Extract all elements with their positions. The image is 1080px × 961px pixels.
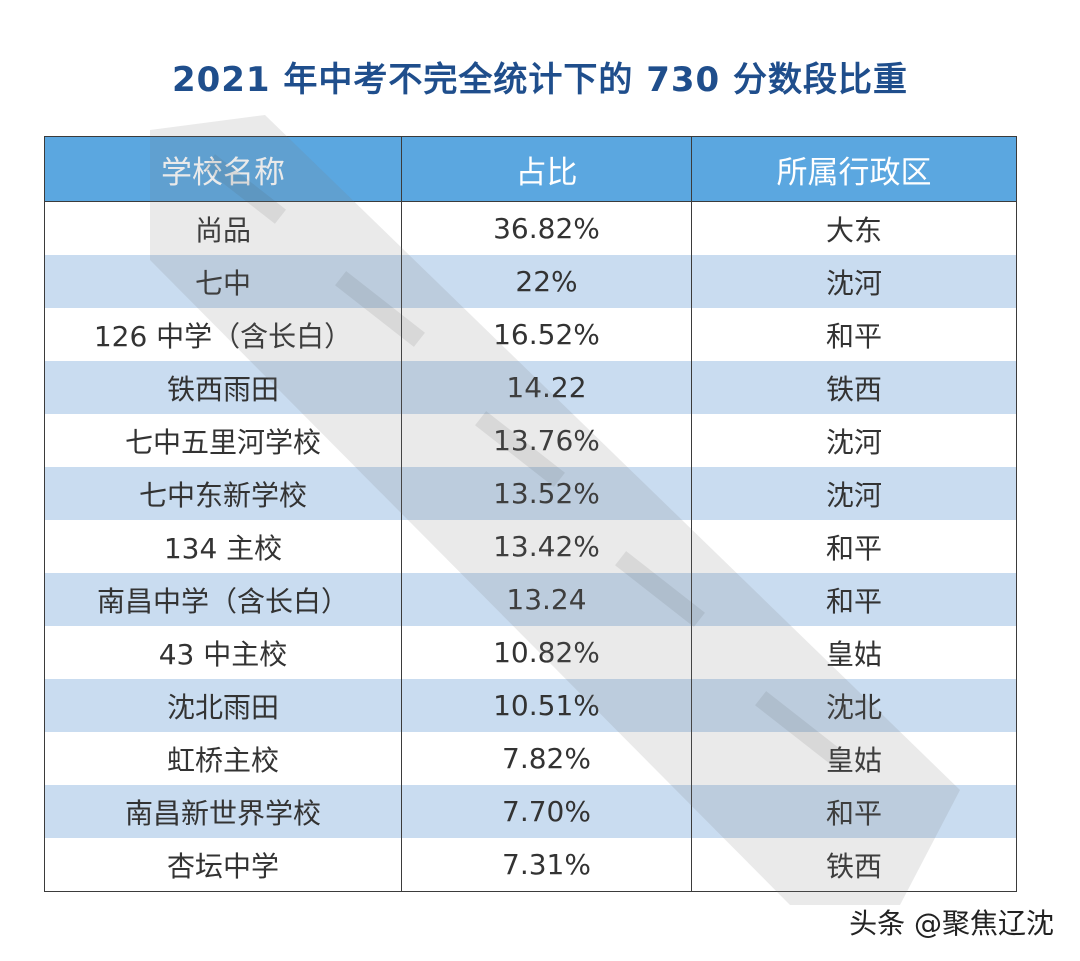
- cell-ratio: 10.82%: [401, 626, 692, 679]
- cell-ratio: 14.22: [401, 361, 692, 414]
- source-label: 头条 @聚焦辽沈: [849, 907, 1054, 940]
- cell-district: 沈北: [691, 679, 1017, 732]
- cell-school-name: 七中: [44, 255, 402, 308]
- cell-ratio: 7.31%: [401, 838, 692, 892]
- table-row: 铁西雨田 14.22 铁西: [44, 361, 1017, 414]
- cell-district: 沈河: [691, 255, 1017, 308]
- cell-school-name: 七中五里河学校: [44, 414, 402, 467]
- cell-school-name: 沈北雨田: [44, 679, 402, 732]
- data-table: 学校名称 占比 所属行政区 尚品 36.82% 大东 七中 22% 沈河 126…: [44, 136, 1017, 892]
- cell-district: 和平: [691, 785, 1017, 838]
- cell-district: 和平: [691, 573, 1017, 626]
- cell-school-name: 铁西雨田: [44, 361, 402, 414]
- table-row: 杏坛中学 7.31% 铁西: [44, 838, 1017, 892]
- cell-district: 铁西: [691, 838, 1017, 892]
- table-row: 七中 22% 沈河: [44, 255, 1017, 308]
- cell-ratio: 13.24: [401, 573, 692, 626]
- table-row: 126 中学（含长白） 16.52% 和平: [44, 308, 1017, 361]
- table-row: 虹桥主校 7.82% 皇姑: [44, 732, 1017, 785]
- table-row: 尚品 36.82% 大东: [44, 201, 1017, 255]
- cell-ratio: 36.82%: [401, 201, 692, 255]
- cell-school-name: 126 中学（含长白）: [44, 308, 402, 361]
- cell-ratio: 7.82%: [401, 732, 692, 785]
- table-row: 沈北雨田 10.51% 沈北: [44, 679, 1017, 732]
- cell-ratio: 16.52%: [401, 308, 692, 361]
- cell-district: 和平: [691, 308, 1017, 361]
- cell-ratio: 13.76%: [401, 414, 692, 467]
- table-header-row: 学校名称 占比 所属行政区: [44, 136, 1017, 202]
- cell-school-name: 南昌新世界学校: [44, 785, 402, 838]
- header-ratio: 占比: [401, 136, 692, 202]
- cell-school-name: 虹桥主校: [44, 732, 402, 785]
- cell-ratio: 22%: [401, 255, 692, 308]
- cell-ratio: 10.51%: [401, 679, 692, 732]
- cell-school-name: 七中东新学校: [44, 467, 402, 520]
- cell-district: 和平: [691, 520, 1017, 573]
- table-row: 南昌新世界学校 7.70% 和平: [44, 785, 1017, 838]
- cell-school-name: 尚品: [44, 201, 402, 255]
- header-school-name: 学校名称: [44, 136, 402, 202]
- table-row: 43 中主校 10.82% 皇姑: [44, 626, 1017, 679]
- cell-ratio: 13.42%: [401, 520, 692, 573]
- cell-district: 铁西: [691, 361, 1017, 414]
- cell-ratio: 7.70%: [401, 785, 692, 838]
- cell-school-name: 43 中主校: [44, 626, 402, 679]
- cell-district: 沈河: [691, 467, 1017, 520]
- cell-school-name: 杏坛中学: [44, 838, 402, 892]
- cell-district: 沈河: [691, 414, 1017, 467]
- table-row: 七中五里河学校 13.76% 沈河: [44, 414, 1017, 467]
- cell-school-name: 南昌中学（含长白）: [44, 573, 402, 626]
- table-row: 南昌中学（含长白） 13.24 和平: [44, 573, 1017, 626]
- cell-ratio: 13.52%: [401, 467, 692, 520]
- cell-school-name: 134 主校: [44, 520, 402, 573]
- cell-district: 皇姑: [691, 626, 1017, 679]
- cell-district: 大东: [691, 201, 1017, 255]
- header-district: 所属行政区: [691, 136, 1017, 202]
- table-row: 134 主校 13.42% 和平: [44, 520, 1017, 573]
- cell-district: 皇姑: [691, 732, 1017, 785]
- table-row: 七中东新学校 13.52% 沈河: [44, 467, 1017, 520]
- page-title: 2021 年中考不完全统计下的 730 分数段比重: [171, 60, 909, 100]
